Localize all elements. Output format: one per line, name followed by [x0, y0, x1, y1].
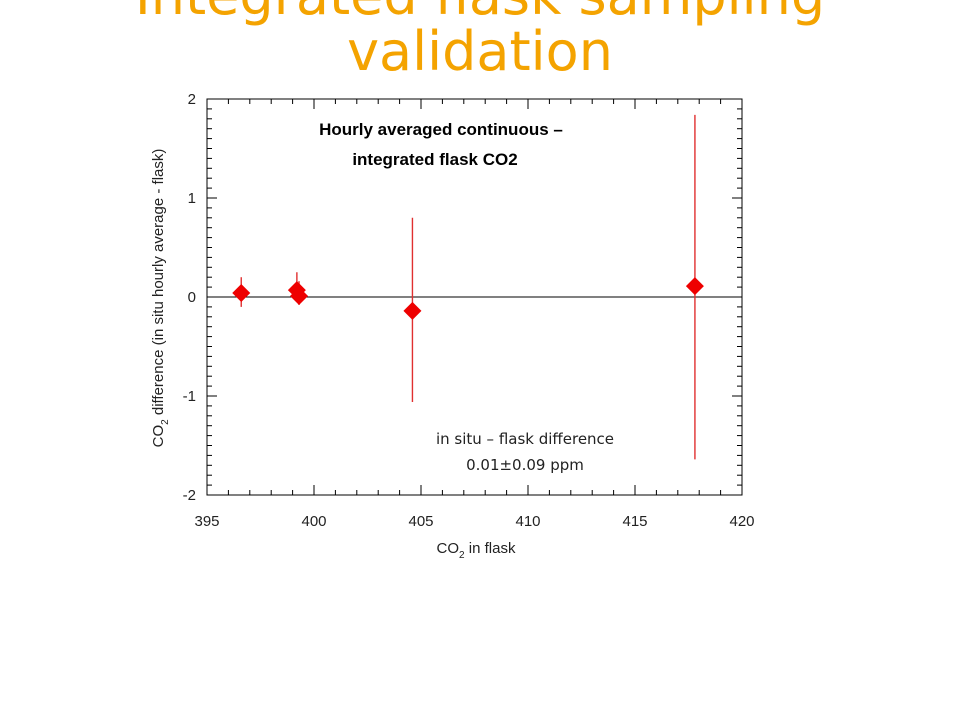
y-axis-label-sub: 2 — [160, 419, 171, 425]
slide-title: Integrated flask sampling validation — [0, 0, 960, 80]
x-axis-label: CO2 in flask — [437, 540, 516, 561]
x-tick-label: 395 — [194, 513, 219, 530]
chart-title-line1: Hourly averaged continuous – — [319, 120, 563, 139]
annotation-line2: 0.01±0.09 ppm — [466, 456, 584, 474]
annotation-line1: in situ – flask difference — [436, 430, 614, 448]
slide-title-line2: validation — [347, 20, 613, 83]
data-point — [290, 287, 309, 306]
data-point — [232, 284, 251, 303]
point-layer — [232, 277, 704, 320]
x-axis-label-sub: 2 — [459, 550, 465, 561]
tick-layer: 395 400 405 410 415 420 -2 -1 0 1 2 — [183, 91, 755, 530]
x-tick-label: 415 — [622, 513, 647, 530]
x-tick-label: 405 — [408, 513, 433, 530]
x-axis-label-prefix: CO — [437, 540, 460, 557]
y-tick-label: 1 — [188, 190, 196, 207]
x-axis-label-suffix: in flask — [465, 540, 516, 557]
x-tick-label: 400 — [301, 513, 326, 530]
y-axis-label-suffix: difference (in situ hourly average - fla… — [150, 149, 167, 420]
y-axis-label: CO2 difference (in situ hourly average -… — [150, 149, 171, 448]
data-point — [403, 301, 422, 320]
data-point — [685, 277, 704, 296]
y-tick-label: 2 — [188, 91, 196, 108]
slide-title-line1: Integrated flask sampling — [0, 0, 960, 24]
y-tick-label: -1 — [183, 388, 196, 405]
y-tick-label: 0 — [188, 289, 196, 306]
chart-title-line2: integrated flask CO2 — [352, 150, 517, 169]
y-axis-label-prefix: CO — [150, 425, 167, 448]
x-tick-label: 410 — [515, 513, 540, 530]
x-tick-label: 420 — [729, 513, 754, 530]
y-tick-label: -2 — [183, 487, 196, 504]
